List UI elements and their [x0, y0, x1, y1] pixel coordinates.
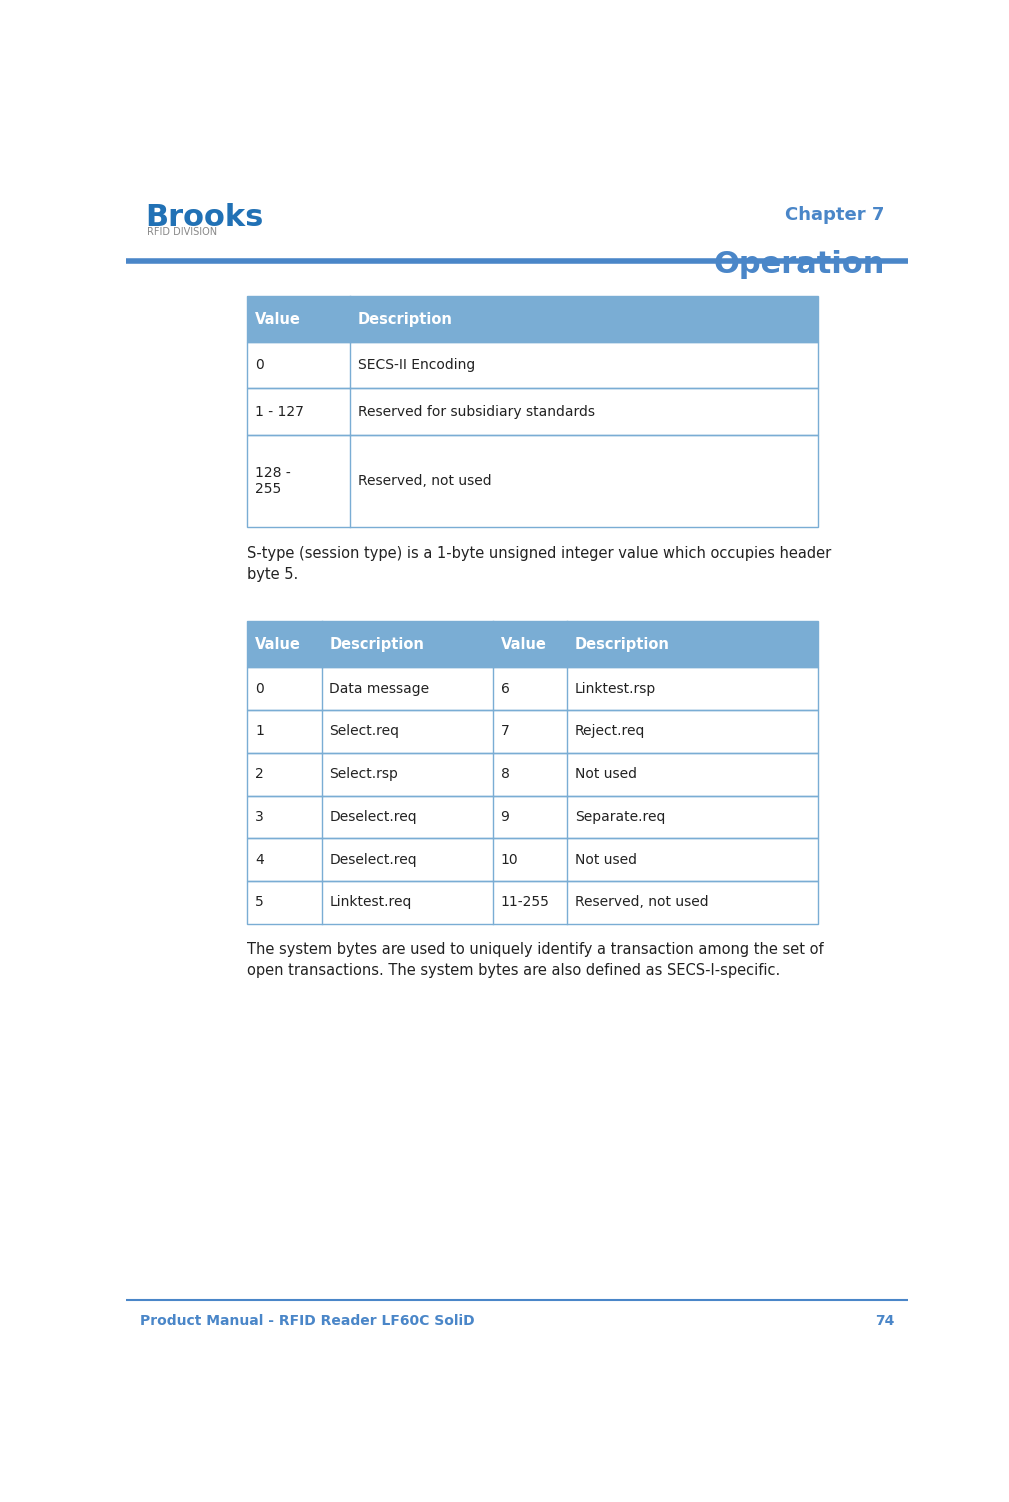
Bar — [322, 710, 492, 753]
Text: 1: 1 — [255, 724, 264, 739]
Text: Brooks: Brooks — [145, 203, 264, 233]
Text: Reserved, not used: Reserved, not used — [575, 895, 708, 910]
Text: 0: 0 — [255, 359, 264, 372]
Bar — [567, 710, 818, 753]
Bar — [492, 796, 567, 838]
Bar — [247, 753, 322, 796]
Bar — [350, 342, 818, 389]
Bar — [322, 882, 492, 924]
Bar — [492, 710, 567, 753]
Text: S-type (session type) is a 1-byte unsigned integer value which occupies header
b: S-type (session type) is a 1-byte unsign… — [247, 545, 831, 581]
Bar — [492, 753, 567, 796]
Bar — [247, 882, 818, 924]
Text: 8: 8 — [500, 768, 510, 781]
Bar — [567, 620, 818, 667]
Text: Select.req: Select.req — [329, 724, 400, 739]
Text: 7: 7 — [500, 724, 510, 739]
Text: 11-255: 11-255 — [500, 895, 550, 910]
Text: 1 - 127: 1 - 127 — [255, 404, 304, 419]
Text: 5: 5 — [255, 895, 264, 910]
Text: Chapter 7: Chapter 7 — [785, 206, 885, 224]
Text: 0: 0 — [255, 682, 264, 695]
Text: RFID DIVISION: RFID DIVISION — [147, 227, 217, 236]
Text: SECS-II Encoding: SECS-II Encoding — [358, 359, 475, 372]
Text: Not used: Not used — [575, 853, 637, 867]
Text: 9: 9 — [500, 810, 510, 825]
Bar — [322, 667, 492, 710]
Bar — [567, 882, 818, 924]
Bar — [247, 389, 350, 434]
Bar — [247, 710, 322, 753]
Bar — [247, 342, 350, 389]
Text: Reserved, not used: Reserved, not used — [358, 475, 491, 488]
Bar — [492, 667, 567, 710]
Bar — [567, 796, 818, 838]
Text: Reserved for subsidiary standards: Reserved for subsidiary standards — [358, 404, 595, 419]
Bar — [247, 434, 350, 527]
Text: Value: Value — [255, 637, 301, 652]
Bar — [492, 620, 567, 667]
Text: 2: 2 — [255, 768, 264, 781]
Bar — [247, 753, 818, 796]
Bar — [322, 838, 492, 882]
Bar — [322, 753, 492, 796]
Bar — [247, 838, 322, 882]
Bar — [247, 796, 818, 838]
Bar — [350, 296, 818, 342]
Text: Deselect.req: Deselect.req — [329, 810, 417, 825]
Bar — [247, 434, 818, 527]
Text: Not used: Not used — [575, 768, 637, 781]
Bar — [567, 667, 818, 710]
Bar — [247, 667, 322, 710]
Text: Description: Description — [358, 311, 453, 326]
Text: Operation: Operation — [713, 249, 885, 279]
Bar — [350, 434, 818, 527]
Bar — [350, 389, 818, 434]
Bar — [247, 796, 322, 838]
Bar — [247, 389, 818, 434]
Bar — [322, 796, 492, 838]
Bar — [492, 838, 567, 882]
Bar — [567, 838, 818, 882]
Bar — [247, 620, 322, 667]
Bar — [247, 667, 818, 710]
Text: The system bytes are used to uniquely identify a transaction among the set of
op: The system bytes are used to uniquely id… — [247, 942, 824, 978]
Text: 10: 10 — [500, 853, 519, 867]
Text: Data message: Data message — [329, 682, 430, 695]
Text: 3: 3 — [255, 810, 264, 825]
Text: Value: Value — [255, 311, 301, 326]
Bar — [247, 620, 818, 667]
Bar — [567, 753, 818, 796]
Bar — [322, 620, 492, 667]
Text: Reject.req: Reject.req — [575, 724, 645, 739]
Bar — [492, 882, 567, 924]
Text: 74: 74 — [875, 1314, 894, 1328]
Text: 4: 4 — [255, 853, 264, 867]
Text: 6: 6 — [500, 682, 510, 695]
Text: Separate.req: Separate.req — [575, 810, 665, 825]
Text: Description: Description — [329, 637, 424, 652]
Bar — [247, 342, 818, 389]
Text: Product Manual - RFID Reader LF60C SoliD: Product Manual - RFID Reader LF60C SoliD — [140, 1314, 475, 1328]
Text: 128 -
255: 128 - 255 — [255, 466, 291, 496]
Text: Value: Value — [500, 637, 547, 652]
Bar — [247, 838, 818, 882]
Text: Linktest.rsp: Linktest.rsp — [575, 682, 656, 695]
Bar — [247, 710, 818, 753]
Bar — [247, 296, 818, 342]
Text: Select.rsp: Select.rsp — [329, 768, 399, 781]
Bar — [247, 882, 322, 924]
Text: Linktest.req: Linktest.req — [329, 895, 412, 910]
Text: Description: Description — [575, 637, 670, 652]
Text: Deselect.req: Deselect.req — [329, 853, 417, 867]
Bar — [247, 296, 350, 342]
